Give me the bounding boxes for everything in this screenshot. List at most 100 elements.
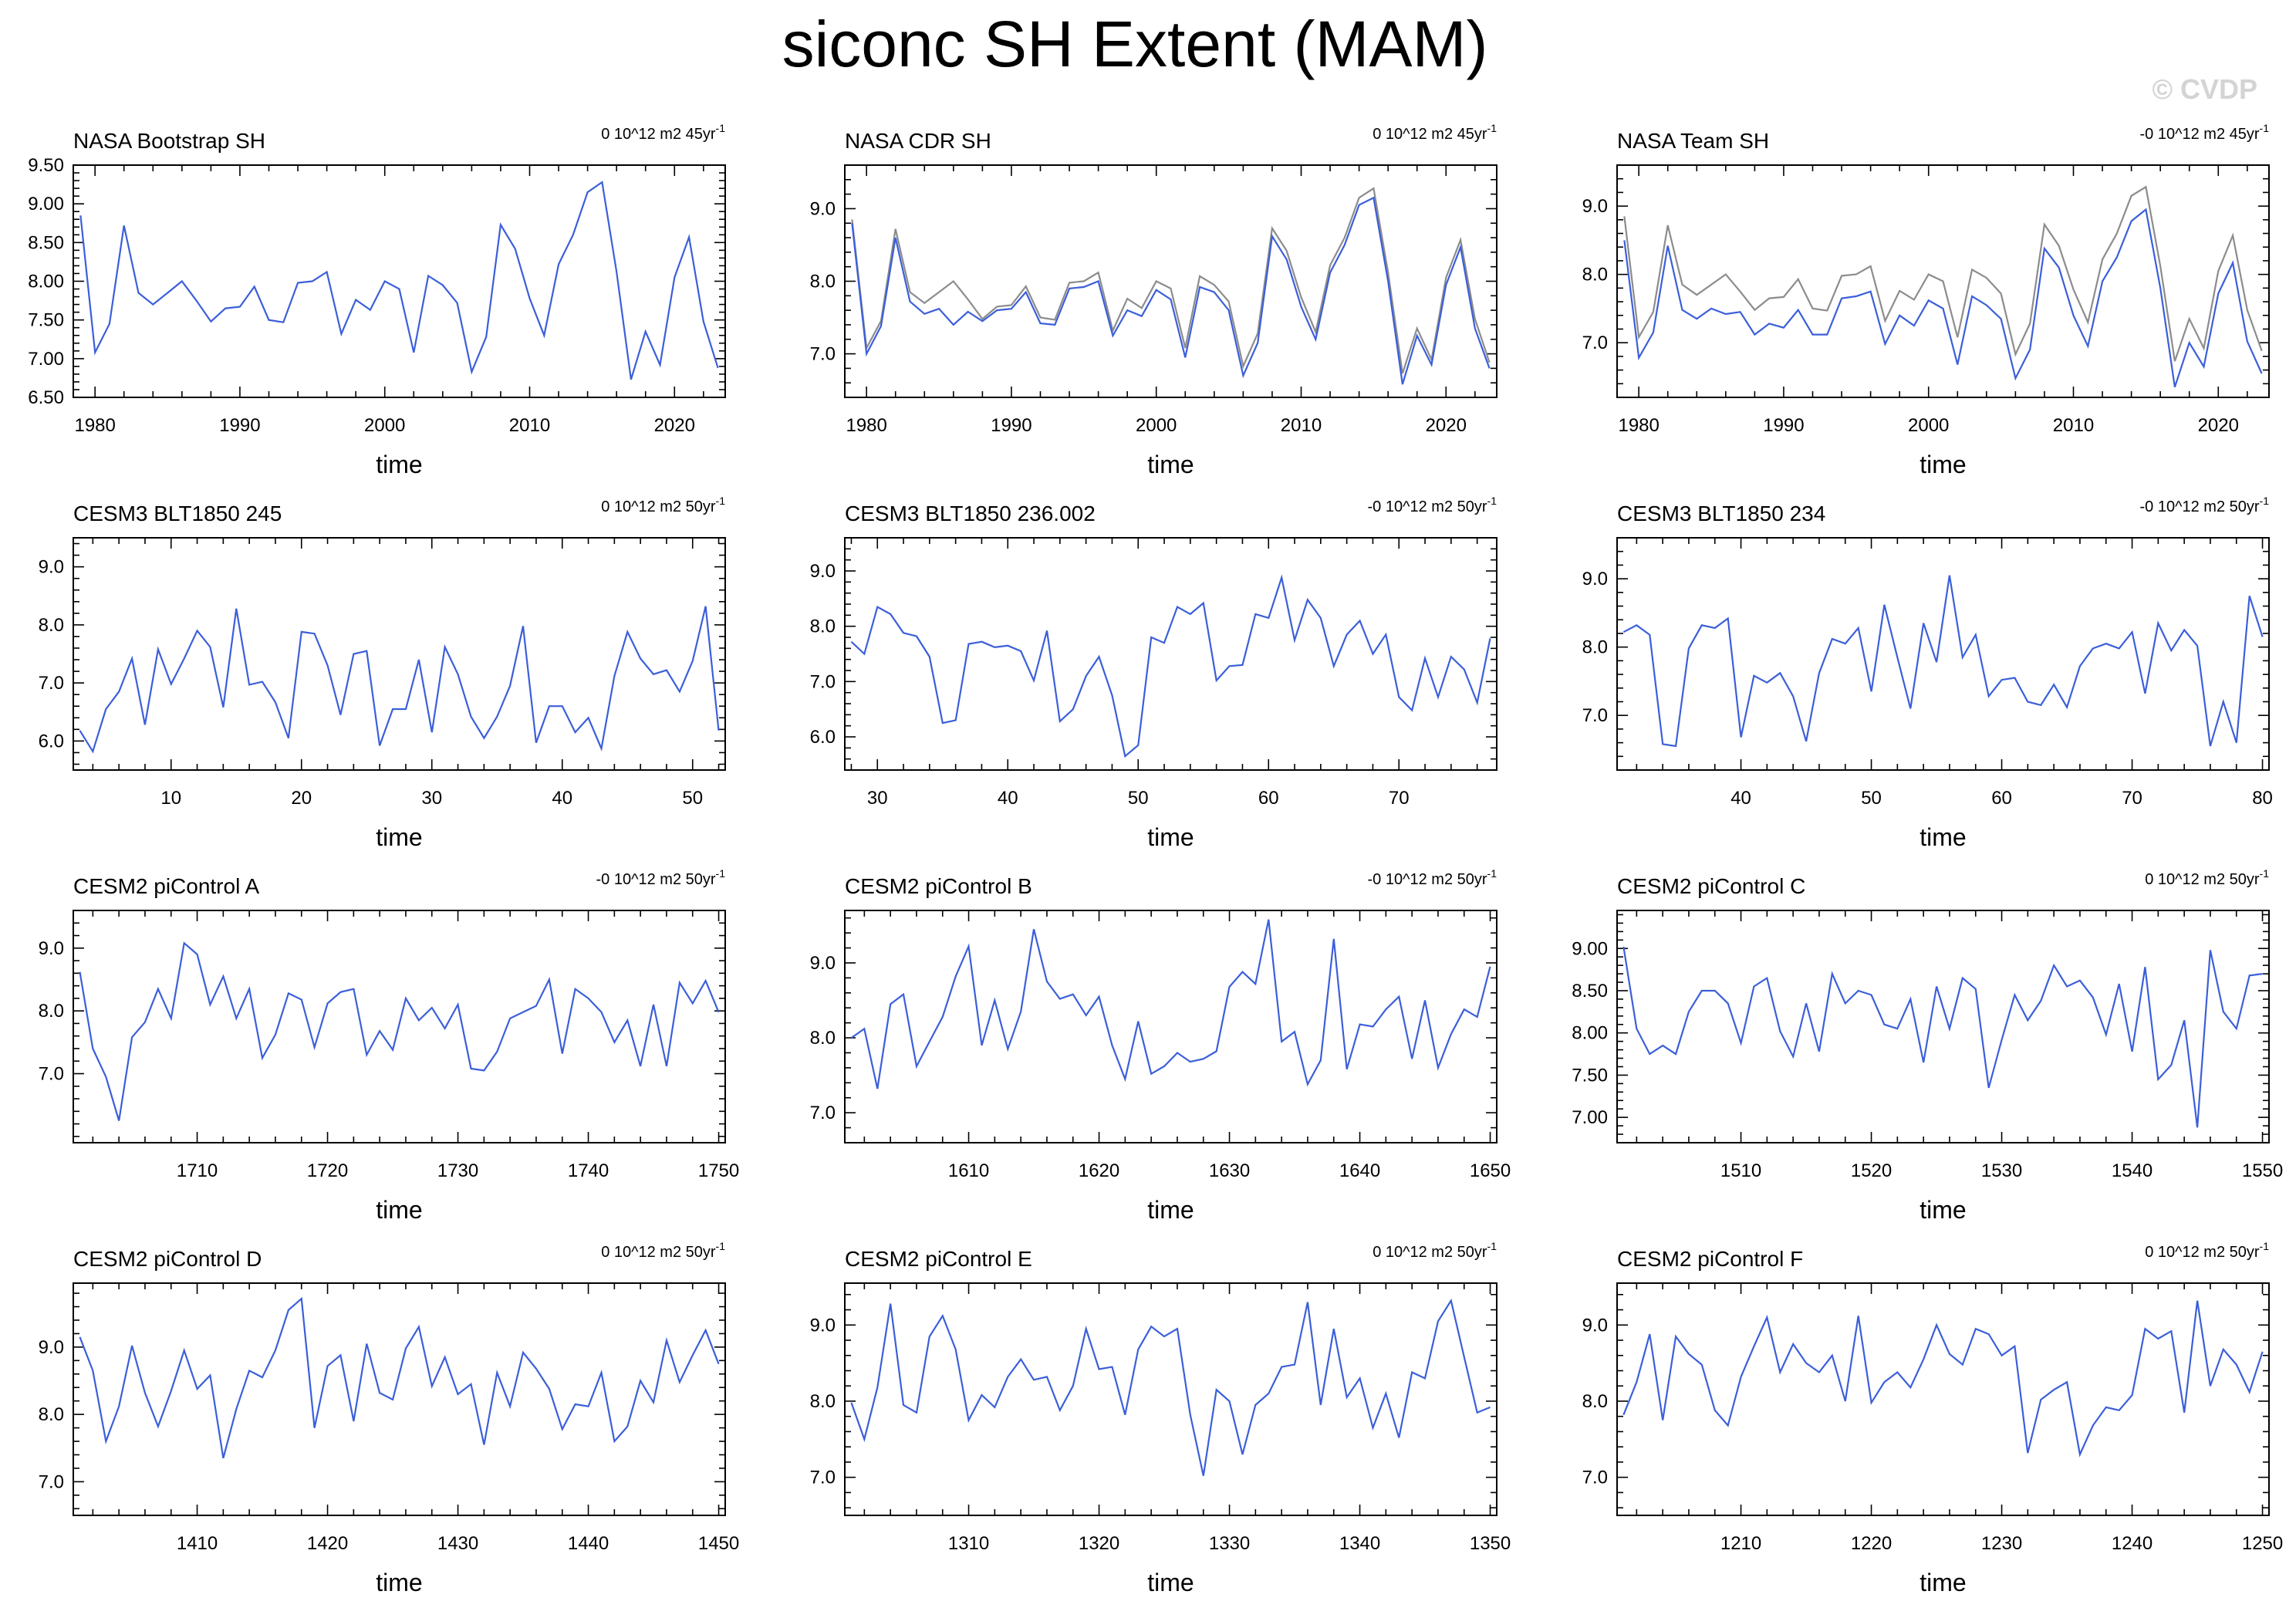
panel: CESM2 piControl B -0 10^12 m2 50yr-1 time 1… <box>810 867 1511 1224</box>
reference-series-line <box>1623 185 2263 362</box>
series-line <box>1622 946 2263 1128</box>
x-tick-label: 1350 <box>1470 1533 1511 1554</box>
panel-title: CESM2 piControl D <box>73 1247 262 1271</box>
x-tick-label: 40 <box>552 788 572 809</box>
plot-frame <box>73 910 726 1143</box>
panel-title: NASA CDR SH <box>845 129 991 153</box>
y-tick-label: 6.0 <box>810 727 836 748</box>
trend-annotation: -0 10^12 m2 50yr-1 <box>2140 495 2270 515</box>
x-axis-label: time <box>376 1569 422 1596</box>
x-tick-label: 2000 <box>1908 415 1949 436</box>
x-tick-label: 1540 <box>2112 1160 2152 1181</box>
x-tick-label: 1450 <box>698 1533 739 1554</box>
panel-title: CESM2 piControl B <box>845 874 1032 898</box>
x-tick-label: 2010 <box>509 415 550 436</box>
trend-value: 0 10^12 m2 45yr <box>1373 126 1487 143</box>
x-tick-label: 2020 <box>2198 415 2239 436</box>
y-tick-label: 7.0 <box>39 1471 64 1492</box>
x-tick-label: 80 <box>2252 788 2273 809</box>
series-line <box>850 574 1491 758</box>
panel-title: NASA Team SH <box>1617 129 1769 153</box>
y-tick-label: 9.0 <box>1582 196 1608 217</box>
x-tick-label: 1240 <box>2112 1533 2152 1554</box>
trend-value: -0 10^12 m2 45yr <box>2140 126 2260 143</box>
panel: CESM3 BLT1850 245 0 10^12 m2 50yr-1 time 10… <box>39 495 726 851</box>
x-tick-label: 2010 <box>1281 415 1322 436</box>
x-tick-label: 1980 <box>1618 415 1659 436</box>
series-line <box>1622 1300 2264 1458</box>
trend-annotation: -0 10^12 m2 45yr-1 <box>2140 122 2270 143</box>
x-tick-label: 1990 <box>991 415 1032 436</box>
x-axis-label: time <box>1920 823 1966 851</box>
x-tick-label: 1220 <box>1851 1533 1892 1554</box>
x-tick-label: 1420 <box>307 1533 348 1554</box>
reference-series-line <box>851 187 1491 374</box>
trend-value: -0 10^12 m2 50yr <box>2140 498 2260 515</box>
figure-title: siconc SH Extent (MAM) <box>782 8 1488 80</box>
y-tick-label: 8.50 <box>1572 981 1608 1002</box>
x-tick-label: 1310 <box>948 1533 989 1554</box>
y-tick-label: 7.0 <box>1582 333 1608 353</box>
x-tick-label: 60 <box>1991 788 2012 809</box>
trend-exponent: -1 <box>716 867 726 880</box>
y-tick-label: 6.0 <box>39 731 64 752</box>
y-tick-label: 9.0 <box>810 561 836 582</box>
trend-exponent: -1 <box>716 1240 726 1252</box>
plot-frame <box>73 164 726 398</box>
x-tick-label: 50 <box>1861 788 1882 809</box>
x-tick-label: 1650 <box>1470 1160 1511 1181</box>
x-tick-label: 2020 <box>1426 415 1467 436</box>
panel-title: CESM2 piControl C <box>1617 874 1805 898</box>
y-tick-label: 9.00 <box>28 194 64 214</box>
trend-exponent: -1 <box>1487 867 1497 880</box>
x-axis-label: time <box>1147 451 1194 478</box>
x-tick-label: 1990 <box>1763 415 1804 436</box>
y-tick-label: 7.00 <box>28 349 64 370</box>
series-line <box>79 941 720 1121</box>
trend-annotation: -0 10^12 m2 50yr-1 <box>1368 867 1497 888</box>
x-tick-label: 70 <box>2122 788 2142 809</box>
plot-frame <box>1616 164 2270 398</box>
trend-value: 0 10^12 m2 50yr <box>2145 1244 2260 1261</box>
y-tick-label: 7.50 <box>28 310 64 331</box>
x-tick-label: 1530 <box>1981 1160 2022 1181</box>
y-tick-label: 8.0 <box>39 615 64 636</box>
x-tick-label: 1440 <box>568 1533 609 1554</box>
x-axis-label: time <box>1147 1569 1194 1596</box>
panel: CESM2 piControl A -0 10^12 m2 50yr-1 time 1… <box>39 867 740 1224</box>
plot-frame <box>844 910 1497 1143</box>
y-tick-label: 8.0 <box>810 272 836 292</box>
x-axis-label: time <box>376 823 422 851</box>
y-tick-label: 8.0 <box>39 1404 64 1425</box>
x-tick-label: 1230 <box>1981 1533 2022 1554</box>
panel: CESM3 BLT1850 234 -0 10^12 m2 50yr-1 time 4… <box>1582 495 2273 851</box>
x-tick-label: 2000 <box>1136 415 1177 436</box>
y-tick-label: 7.0 <box>1582 705 1608 726</box>
x-tick-label: 1210 <box>1720 1533 1761 1554</box>
y-tick-label: 7.0 <box>810 671 836 692</box>
x-tick-label: 1750 <box>698 1160 739 1181</box>
x-tick-label: 2020 <box>654 415 695 436</box>
x-tick-label: 2000 <box>364 415 405 436</box>
y-tick-label: 9.50 <box>28 155 64 176</box>
x-tick-label: 60 <box>1258 788 1279 809</box>
x-tick-label: 1630 <box>1209 1160 1250 1181</box>
x-tick-label: 1730 <box>437 1160 478 1181</box>
x-axis-label: time <box>376 1196 422 1224</box>
panel: CESM2 piControl D 0 10^12 m2 50yr-1 time 14… <box>39 1240 740 1596</box>
trend-value: 0 10^12 m2 50yr <box>601 498 716 515</box>
y-tick-label: 9.0 <box>1582 569 1608 589</box>
panel-title: CESM3 BLT1850 245 <box>73 502 282 525</box>
trend-annotation: 0 10^12 m2 45yr-1 <box>601 122 725 143</box>
panel-title: CESM3 BLT1850 236.002 <box>845 502 1096 525</box>
panel: CESM2 piControl E 0 10^12 m2 50yr-1 time 13… <box>810 1240 1511 1596</box>
y-tick-label: 8.0 <box>1582 1391 1608 1412</box>
trend-exponent: -1 <box>716 495 726 507</box>
x-tick-label: 2010 <box>2053 415 2094 436</box>
trend-exponent: -1 <box>1487 122 1497 134</box>
x-tick-label: 1990 <box>219 415 260 436</box>
x-tick-label: 1430 <box>437 1533 478 1554</box>
trend-value: 0 10^12 m2 50yr <box>1373 1244 1487 1261</box>
trend-exponent: -1 <box>716 122 726 134</box>
